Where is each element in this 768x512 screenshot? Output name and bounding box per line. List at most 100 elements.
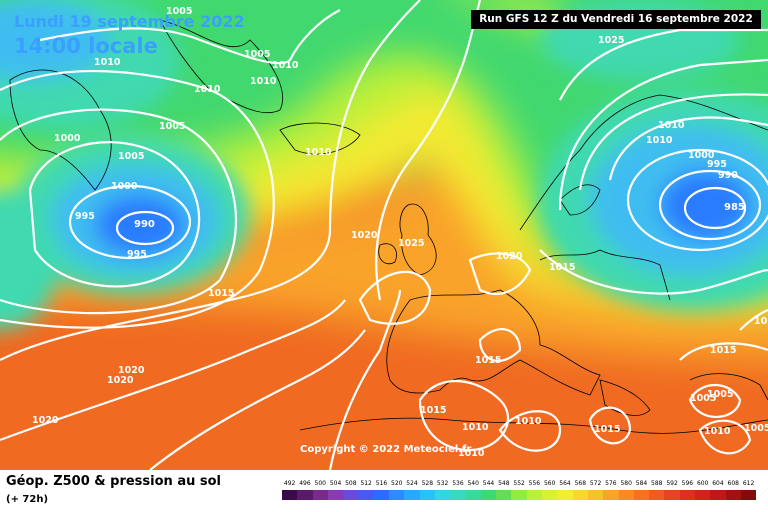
scale-swatch xyxy=(358,490,374,500)
isobar-label: 1000 xyxy=(688,150,715,161)
scale-label: 504 xyxy=(329,480,342,487)
scale-swatch xyxy=(404,490,420,500)
scale-step: 524 xyxy=(404,480,420,502)
scale-label: 536 xyxy=(452,480,464,487)
scale-swatch xyxy=(740,490,757,500)
scale-step: 504 xyxy=(327,480,344,502)
isobar-label: 1010 xyxy=(646,135,673,146)
scale-label: 588 xyxy=(651,480,663,487)
scale-label: 544 xyxy=(482,480,495,487)
scale-step: 612 xyxy=(740,480,757,502)
color-scale: 492 496 500 504 508 512 516 520 524 528 532 536 540 5… xyxy=(282,480,757,502)
isobar-label: 1015 xyxy=(754,316,768,327)
isobar-label: 1015 xyxy=(549,262,575,273)
scale-swatch xyxy=(511,490,527,500)
scale-step: 580 xyxy=(618,480,634,502)
scale-label: 540 xyxy=(467,480,479,487)
scale-step: 544 xyxy=(480,480,497,502)
scale-label: 584 xyxy=(635,480,648,487)
isobar-label: 1010 xyxy=(194,84,221,95)
scale-step: 560 xyxy=(542,480,558,502)
scale-label: 592 xyxy=(666,480,678,487)
scale-step: 564 xyxy=(557,480,573,502)
scale-swatch xyxy=(557,490,573,500)
isobar-label: 1025 xyxy=(598,35,624,46)
isobar-label: 1025 xyxy=(398,238,424,249)
low-center-label: 985 xyxy=(724,202,745,213)
scale-step: 604 xyxy=(710,480,726,502)
isobars xyxy=(0,0,768,470)
isobar-label: 1015 xyxy=(208,288,234,299)
scale-step: 520 xyxy=(389,480,405,502)
scale-swatch xyxy=(282,490,298,500)
scale-step: 552 xyxy=(511,480,527,502)
scale-label: 548 xyxy=(498,480,510,487)
scale-label: 528 xyxy=(421,480,434,487)
scale-swatch xyxy=(297,490,313,500)
isobar-label: 1005 xyxy=(118,151,144,162)
isobar-label: 1015 xyxy=(710,345,736,356)
scale-label: 552 xyxy=(513,480,525,487)
isobar-labels: 1005 1010 1005 1010 1010 1010 1005 1000 … xyxy=(32,6,768,459)
isobar-label: 1010 xyxy=(658,120,685,131)
legend-bar: Géop. Z500 & pression au sol (+ 72h) 492… xyxy=(0,470,768,512)
scale-step: 556 xyxy=(526,480,543,502)
scale-swatch xyxy=(572,490,588,500)
forecast-date: Lundi 19 septembre 2022 xyxy=(14,12,245,31)
isobar-label: 1005 xyxy=(690,393,716,404)
scale-swatch xyxy=(343,490,359,500)
isobar-label: 995 xyxy=(127,249,147,260)
scale-swatch xyxy=(496,490,512,500)
scale-step: 536 xyxy=(450,480,466,502)
isobar-label: 1010 xyxy=(458,448,485,459)
scale-label: 492 xyxy=(283,480,296,487)
scale-swatch xyxy=(389,490,405,500)
isobar-label: 990 xyxy=(718,170,738,181)
scale-step: 508 xyxy=(343,480,359,502)
scale-swatch xyxy=(649,490,665,500)
scale-swatch xyxy=(419,490,435,500)
scale-label: 612 xyxy=(742,480,755,487)
scale-step: 584 xyxy=(633,480,650,502)
isobar-label: 1005 xyxy=(166,6,192,17)
scale-label: 576 xyxy=(605,480,617,487)
scale-step: 588 xyxy=(649,480,665,502)
scale-label: 580 xyxy=(620,480,632,487)
isobar-label: 1005 xyxy=(744,423,768,434)
scale-label: 512 xyxy=(360,480,372,487)
scale-step: 496 xyxy=(297,480,313,502)
scale-swatch xyxy=(618,490,634,500)
scale-swatch xyxy=(434,490,451,500)
isobar-label: 1010 xyxy=(305,147,332,158)
scale-step: 528 xyxy=(419,480,435,502)
isobar-label: 1020 xyxy=(32,415,59,426)
scale-label: 516 xyxy=(375,480,388,487)
forecast-hour: (+ 72h) xyxy=(6,494,49,505)
isobar-label: 1005 xyxy=(159,121,185,132)
isobar-label: 995 xyxy=(75,211,95,222)
scale-step: 568 xyxy=(572,480,588,502)
scale-label: 496 xyxy=(299,480,311,487)
scale-swatch xyxy=(312,490,328,500)
scale-swatch xyxy=(480,490,497,500)
scale-step: 572 xyxy=(587,480,604,502)
scale-swatch xyxy=(373,490,390,500)
scale-swatch xyxy=(710,490,726,500)
scale-step: 540 xyxy=(465,480,481,502)
scale-step: 548 xyxy=(496,480,512,502)
low-center-label: 990 xyxy=(134,219,155,230)
isobar-label: 1010 xyxy=(704,426,731,437)
isobar-label: 1000 xyxy=(111,181,138,192)
scale-step: 516 xyxy=(373,480,390,502)
scale-label: 500 xyxy=(314,480,326,487)
scale-step: 512 xyxy=(358,480,374,502)
scale-label: 596 xyxy=(681,480,694,487)
scale-label: 520 xyxy=(391,480,403,487)
scale-swatch xyxy=(603,490,619,500)
scale-swatch xyxy=(327,490,344,500)
local-time: 14:00 locale xyxy=(14,34,158,58)
scale-step: 532 xyxy=(434,480,451,502)
scale-label: 532 xyxy=(436,480,449,487)
scale-label: 608 xyxy=(727,480,739,487)
scale-label: 560 xyxy=(543,480,556,487)
